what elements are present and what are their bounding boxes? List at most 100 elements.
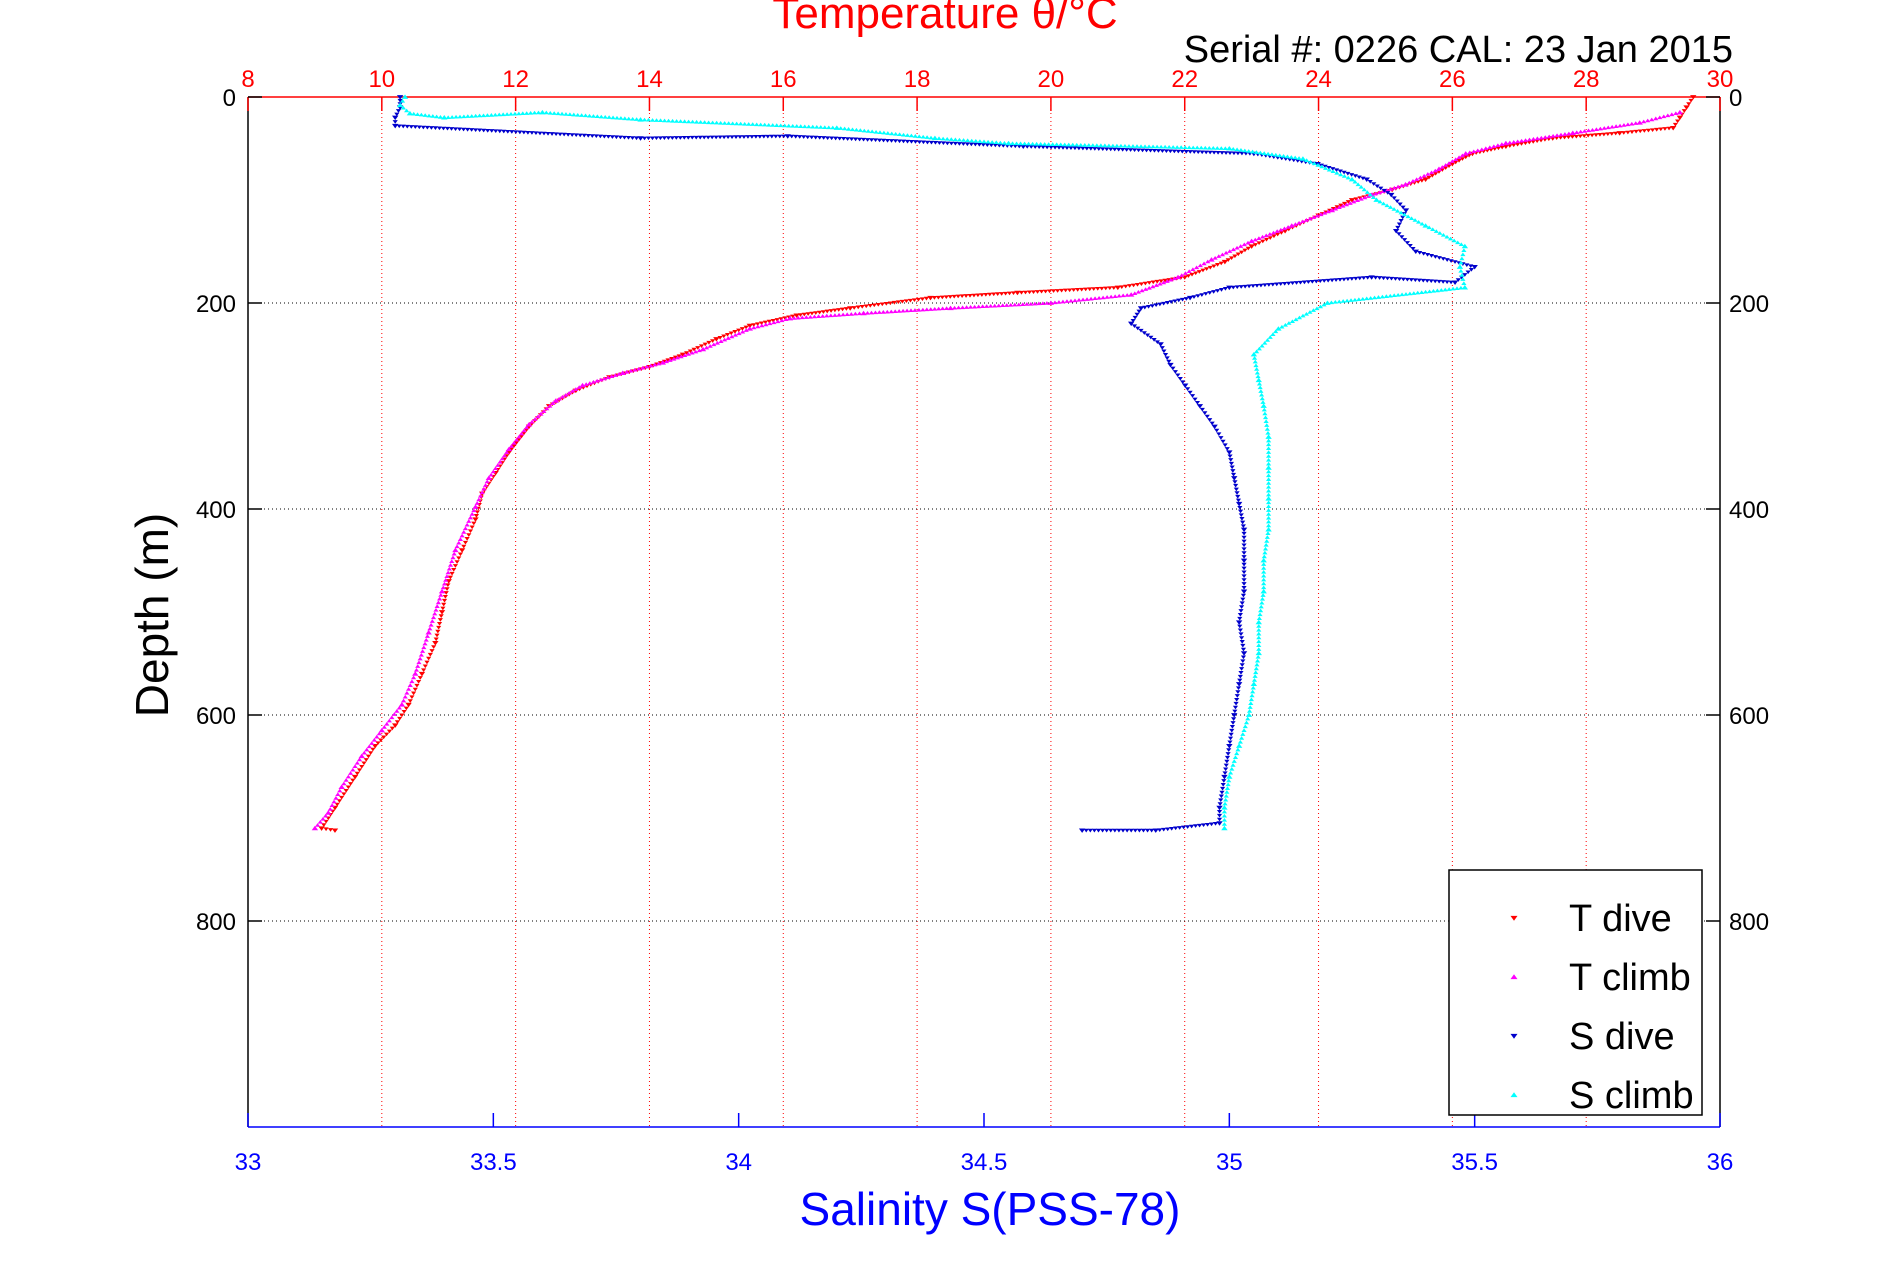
t-climb-point [1278,227,1284,232]
s-climb-point [1307,159,1314,164]
s-climb-point [480,113,487,118]
s-climb-point [1162,144,1168,149]
s-dive-point [481,128,487,133]
s-climb-point [441,115,448,120]
s-dive-point [1227,454,1233,459]
s-dive-point [1204,414,1210,419]
s-climb-point [1459,256,1465,261]
t-climb-point [419,649,426,653]
s-climb-point [1358,185,1364,189]
t-climb-point [601,376,608,381]
left-depth-tick-label: 400 [196,497,236,524]
t-dive-point [706,340,712,345]
t-climb-point [1362,195,1368,200]
t-climb-point [1673,111,1679,116]
t-climb-point [636,366,642,371]
t-climb-point [314,823,321,827]
t-dive-point [1099,286,1105,291]
t-climb-point [1491,144,1497,148]
s-dive-point [900,139,907,144]
s-dive-point [1416,278,1422,283]
s-dive-point [392,123,399,129]
s-climb-point [706,120,712,125]
s-climb-point [1275,326,1282,331]
t-climb-point [1318,212,1324,217]
s-climb-point [512,111,518,116]
s-climb-point [473,113,479,118]
s-climb-point [1126,144,1132,148]
s-climb-point [1235,743,1243,748]
s-climb-point [869,129,875,134]
s-dive-point [1032,145,1038,149]
s-climb-point [673,119,680,123]
t-climb-point [598,377,604,382]
s-climb-point [559,111,565,116]
s-dive-point [1181,383,1189,388]
s-climb-point [1360,296,1366,301]
top-axis-tick-label: 12 [502,66,529,93]
s-dive-point [1183,297,1189,301]
t-dive-point [758,321,765,326]
s-climb-point [461,114,467,119]
t-climb-point [1402,181,1409,187]
t-climb-point [398,702,406,707]
s-climb-point [1001,140,1008,145]
t-climb-point [1036,301,1042,306]
s-dive-point [1254,283,1260,288]
s-climb-point [681,119,688,124]
s-dive-point [1209,421,1215,426]
s-climb-point [845,127,852,131]
top-axis-tick-label: 28 [1573,66,1600,93]
t-dive-point [1158,279,1164,283]
s-dive-point [1120,147,1126,152]
t-climb-point [1343,202,1350,207]
t-dive-point [363,758,369,762]
s-climb-point [1249,149,1256,154]
t-climb-point [1080,297,1086,302]
s-climb-point [833,125,840,130]
t-climb-point [1072,298,1078,303]
s-climb-point [1258,608,1264,613]
s-climb-point [1345,175,1351,180]
s-dive-point [1164,301,1171,305]
s-climb-point [1240,732,1246,736]
s-climb-point [641,117,648,122]
t-dive-point [1059,288,1065,293]
t-dive-point [386,729,393,734]
t-dive-point [1150,280,1156,285]
s-dive-point [1219,790,1225,795]
s-climb-point [1257,150,1263,155]
s-dive-point [1175,149,1181,154]
t-climb-point [1534,136,1540,141]
right-depth-tick-label: 400 [1729,497,1769,524]
s-dive-point [1313,279,1319,284]
s-dive-point [573,133,579,138]
s-dive-point [1092,147,1098,151]
t-dive-point [698,344,705,348]
s-dive-point [916,140,923,144]
s-dive-point [956,142,962,146]
t-climb-point [583,382,589,386]
s-climb-point [1405,214,1411,219]
legend-marker [1510,974,1518,980]
s-climb-point [1384,203,1390,208]
s-climb-point [1265,473,1272,478]
s-dive-point [701,135,707,140]
t-dive-point [409,695,415,700]
s-climb-point [1243,720,1250,725]
t-dive-point [828,309,834,313]
s-dive-point [1397,202,1403,207]
s-dive-point [1381,188,1387,193]
t-climb-point [444,574,450,578]
s-dive-point [1108,147,1114,152]
s-dive-point [856,137,863,142]
s-dive-point [1143,148,1150,153]
t-climb-point [815,314,822,319]
t-climb-point [1593,127,1600,131]
t-climb-point [376,731,382,736]
t-dive-point [345,785,351,790]
s-dive-point [529,131,535,135]
s-climb-point [1440,233,1447,237]
s-climb-point [547,110,553,115]
t-dive-point [441,598,448,603]
